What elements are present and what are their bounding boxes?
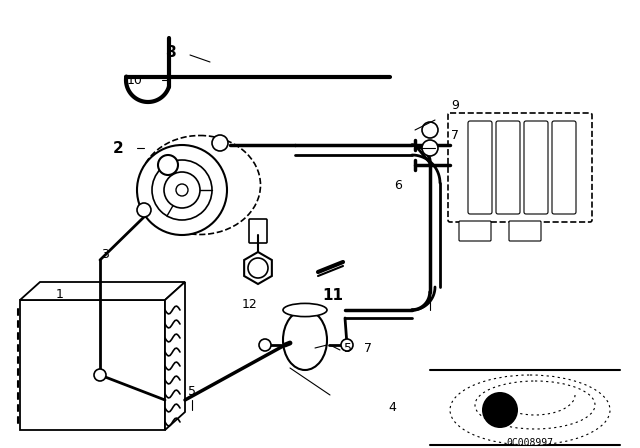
Polygon shape bbox=[244, 252, 272, 284]
Text: 7: 7 bbox=[364, 341, 372, 354]
Text: 5: 5 bbox=[344, 341, 352, 354]
Text: 9: 9 bbox=[451, 99, 459, 112]
Text: 8: 8 bbox=[164, 44, 175, 60]
Circle shape bbox=[176, 184, 188, 196]
Circle shape bbox=[212, 135, 228, 151]
FancyBboxPatch shape bbox=[552, 121, 576, 214]
Text: 0C008997: 0C008997 bbox=[506, 438, 554, 448]
Text: 6: 6 bbox=[394, 178, 402, 191]
Text: 7: 7 bbox=[451, 129, 459, 142]
Circle shape bbox=[248, 258, 268, 278]
Circle shape bbox=[259, 339, 271, 351]
Circle shape bbox=[422, 122, 438, 138]
Circle shape bbox=[341, 339, 353, 351]
Text: 11: 11 bbox=[323, 288, 344, 302]
Text: 4: 4 bbox=[388, 401, 396, 414]
Ellipse shape bbox=[450, 375, 610, 445]
Circle shape bbox=[152, 160, 212, 220]
Text: 1: 1 bbox=[56, 289, 64, 302]
Text: 12: 12 bbox=[242, 298, 258, 311]
Bar bbox=[20, 300, 165, 430]
Text: 2: 2 bbox=[113, 141, 124, 155]
FancyBboxPatch shape bbox=[524, 121, 548, 214]
Circle shape bbox=[94, 369, 106, 381]
Circle shape bbox=[482, 392, 518, 428]
Polygon shape bbox=[20, 282, 185, 300]
Text: 5: 5 bbox=[188, 385, 196, 399]
Circle shape bbox=[137, 203, 151, 217]
Circle shape bbox=[422, 140, 438, 156]
Text: 10: 10 bbox=[127, 73, 143, 86]
FancyBboxPatch shape bbox=[249, 219, 267, 243]
Circle shape bbox=[137, 145, 227, 235]
FancyBboxPatch shape bbox=[468, 121, 492, 214]
Ellipse shape bbox=[283, 303, 327, 317]
FancyBboxPatch shape bbox=[509, 221, 541, 241]
Ellipse shape bbox=[140, 135, 260, 234]
FancyBboxPatch shape bbox=[448, 113, 592, 222]
FancyBboxPatch shape bbox=[496, 121, 520, 214]
FancyBboxPatch shape bbox=[459, 221, 491, 241]
Text: 3: 3 bbox=[101, 249, 109, 262]
Ellipse shape bbox=[475, 381, 595, 429]
Polygon shape bbox=[165, 282, 185, 430]
Ellipse shape bbox=[283, 310, 327, 370]
Circle shape bbox=[158, 155, 178, 175]
Circle shape bbox=[164, 172, 200, 208]
